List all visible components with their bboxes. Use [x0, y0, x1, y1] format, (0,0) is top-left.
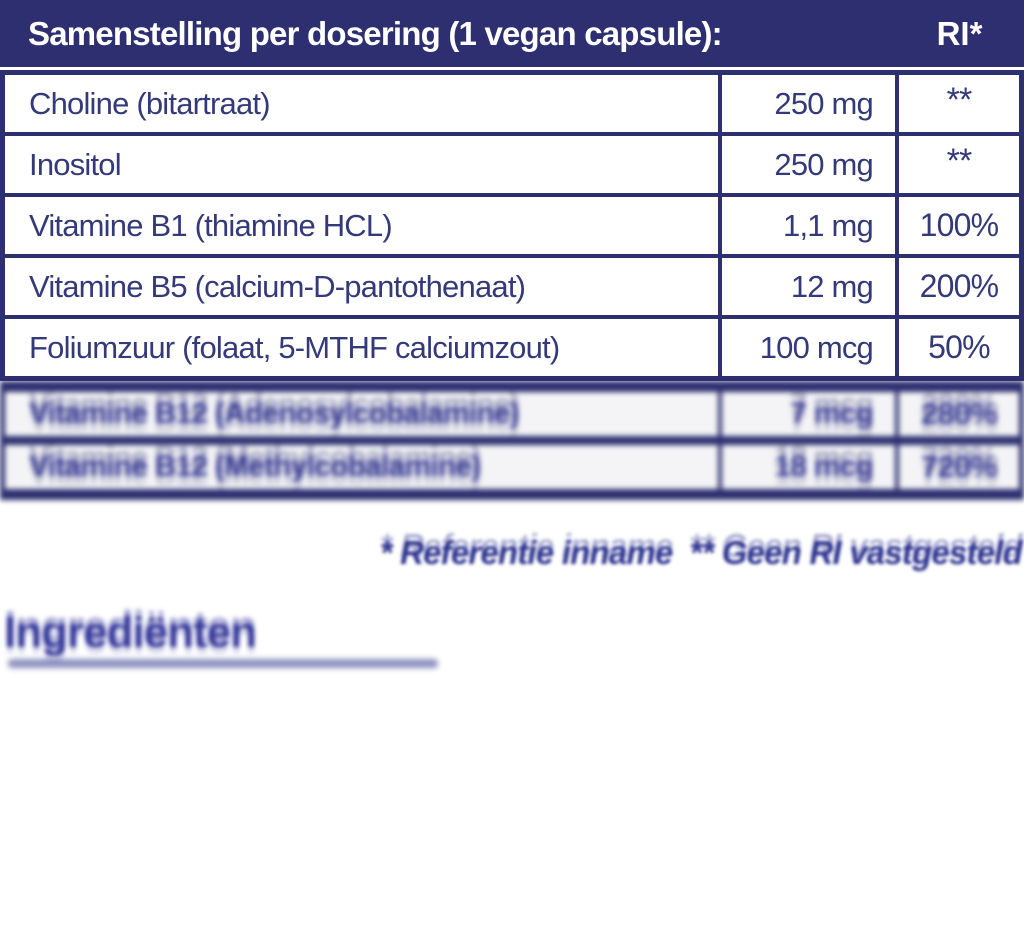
composition-table-blurred-rows: Vitamine B12 (Adenosylcobalamine) 7 mcg …	[0, 381, 1024, 500]
ingredient-name: Inositol	[29, 146, 122, 182]
table-row-choline: Choline (bitartraat) 250 mg **	[5, 75, 1019, 136]
ingredient-ri: **	[895, 75, 1019, 132]
ingredient-name: Vitamine B12 (Methylcobalamine)	[29, 450, 481, 483]
ingredient-name: Vitamine B1 (thiamine HCL)	[29, 207, 393, 243]
table-row-foliumzuur: Foliumzuur (folaat, 5-MTHF calciumzout) …	[5, 319, 1019, 376]
table-title: Samenstelling per dosering (1 vegan caps…	[28, 14, 723, 52]
ingredient-ri: 200%	[895, 258, 1019, 315]
ingredient-amount: 7 mcg	[718, 392, 895, 436]
ingredient-amount: 250 mg	[718, 136, 895, 193]
ingredient-ri: 100%	[895, 197, 1019, 254]
ingredient-amount: 250 mg	[718, 75, 895, 132]
ingredient-name: Foliumzuur (folaat, 5-MTHF calciumzout)	[29, 329, 560, 365]
ingredient-name: Choline (bitartraat)	[29, 85, 271, 121]
table-row-vitamine-b12-adenosyl: Vitamine B12 (Adenosylcobalamine) 7 mcg …	[5, 392, 1019, 445]
ri-column-header: RI*	[936, 14, 983, 52]
ingredient-ri: 280%	[895, 392, 1019, 436]
ingredient-amount: 12 mg	[718, 258, 895, 315]
table-row-vitamine-b5: Vitamine B5 (calcium-D-pantothenaat) 12 …	[5, 258, 1019, 319]
table-row-inositol: Inositol 250 mg **	[5, 136, 1019, 197]
table-row-vitamine-b12-methyl: Vitamine B12 (Methylcobalamine) 18 mcg 7…	[5, 445, 1019, 489]
ingredient-ri: 50%	[895, 319, 1019, 376]
composition-table: Choline (bitartraat) 250 mg ** Inositol …	[0, 70, 1024, 381]
ingredient-ri: **	[895, 136, 1019, 193]
ingredient-amount: 18 mcg	[718, 445, 895, 489]
ri-footnote: * Referentie inname ** Geen RI vastgeste…	[379, 534, 1023, 571]
ingredients-heading: Ingrediënten	[4, 608, 257, 657]
ingredient-ri: 720%	[895, 445, 1019, 489]
ingredient-amount: 100 mcg	[718, 319, 895, 376]
ingredient-name: Vitamine B12 (Adenosylcobalamine)	[29, 397, 520, 430]
ingredient-amount: 1,1 mg	[718, 197, 895, 254]
table-row-vitamine-b1: Vitamine B1 (thiamine HCL) 1,1 mg 100%	[5, 197, 1019, 258]
table-header-bar: Samenstelling per dosering (1 vegan caps…	[0, 0, 1024, 67]
blurred-text-smudge	[8, 659, 438, 668]
ingredient-name: Vitamine B5 (calcium-D-pantothenaat)	[29, 268, 526, 304]
